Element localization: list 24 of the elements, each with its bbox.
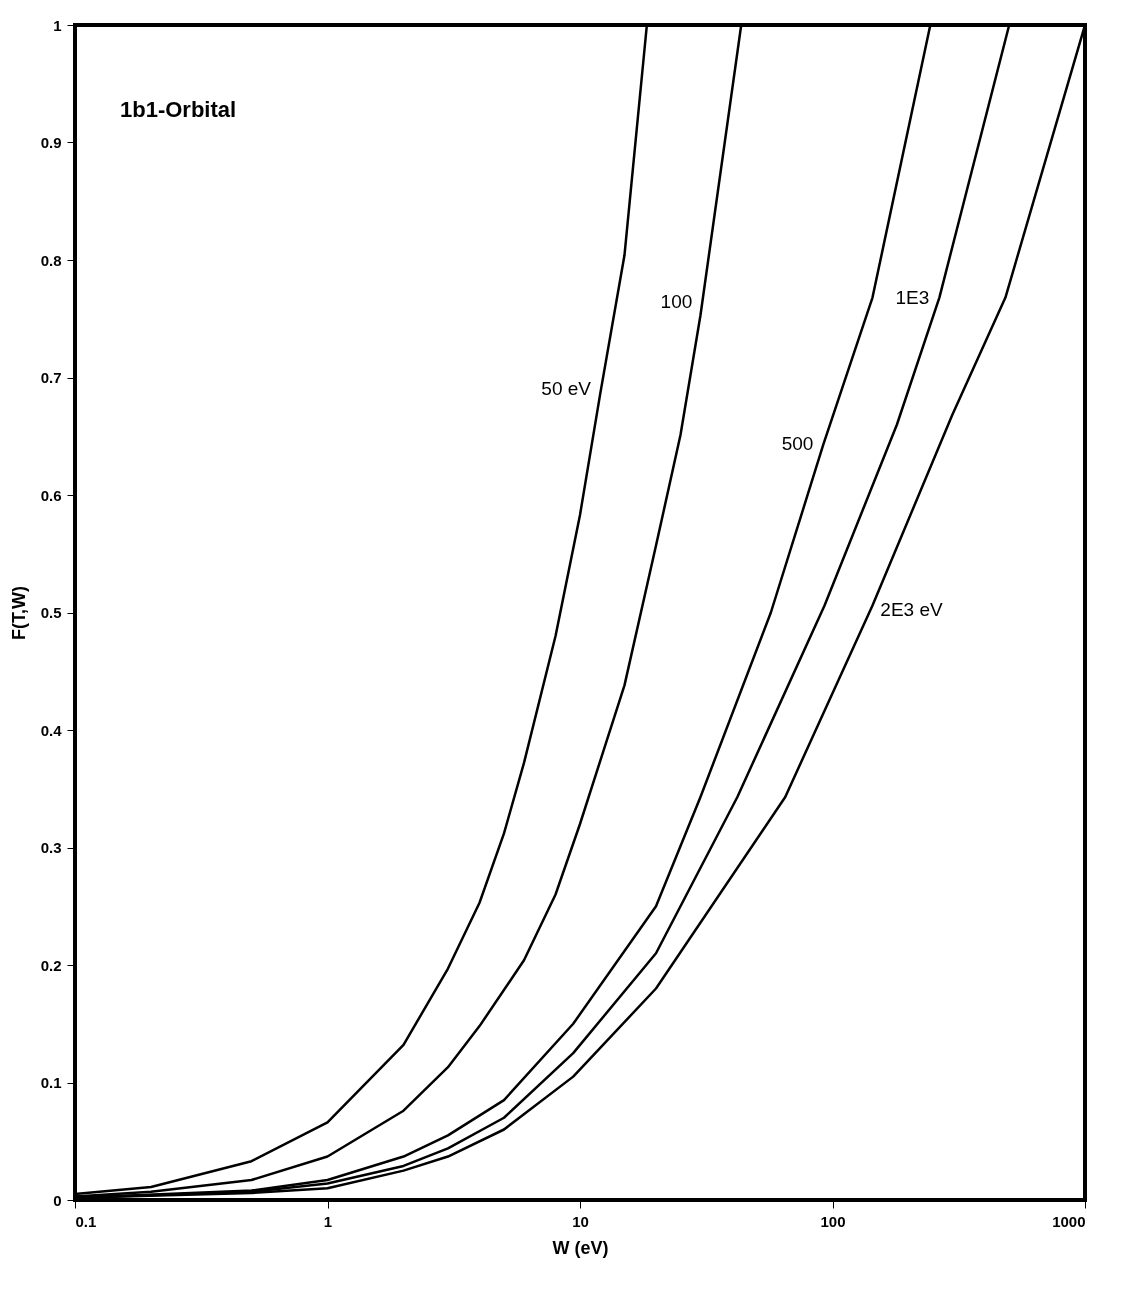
y-tick-label: 0.7: [40, 369, 62, 386]
x-tick-label: 10: [572, 1212, 589, 1230]
y-tick-label: 0: [53, 1191, 62, 1209]
x-tick-label: 1000: [1052, 1212, 1086, 1230]
y-tick-label: 0.5: [40, 604, 62, 621]
y-tick-label: 0.6: [40, 486, 62, 504]
annotation: 1b1-Orbital: [120, 97, 237, 122]
y-tick-label: 1: [53, 16, 62, 34]
series-label: 100: [660, 291, 693, 313]
y-tick-label: 0.9: [40, 134, 62, 151]
y-tick-label: 0.8: [40, 251, 62, 269]
y-tick-label: 0.1: [40, 1074, 62, 1091]
series-label: 2E3 eV: [880, 599, 943, 621]
series-label: 1E3: [895, 286, 930, 308]
y-tick-label: 0.3: [40, 839, 62, 856]
x-axis-title: W (eV): [552, 1237, 609, 1258]
series-label: 50 eV: [541, 378, 592, 400]
y-tick-label: 0.2: [40, 956, 62, 974]
x-tick-label: 0.1: [75, 1212, 97, 1230]
series-label: 500: [781, 433, 814, 455]
x-tick-label: 100: [820, 1212, 846, 1230]
y-axis-title: F(T,W): [8, 586, 29, 640]
y-tick-label: 0.4: [40, 721, 63, 739]
x-tick-label: 1: [323, 1212, 333, 1230]
